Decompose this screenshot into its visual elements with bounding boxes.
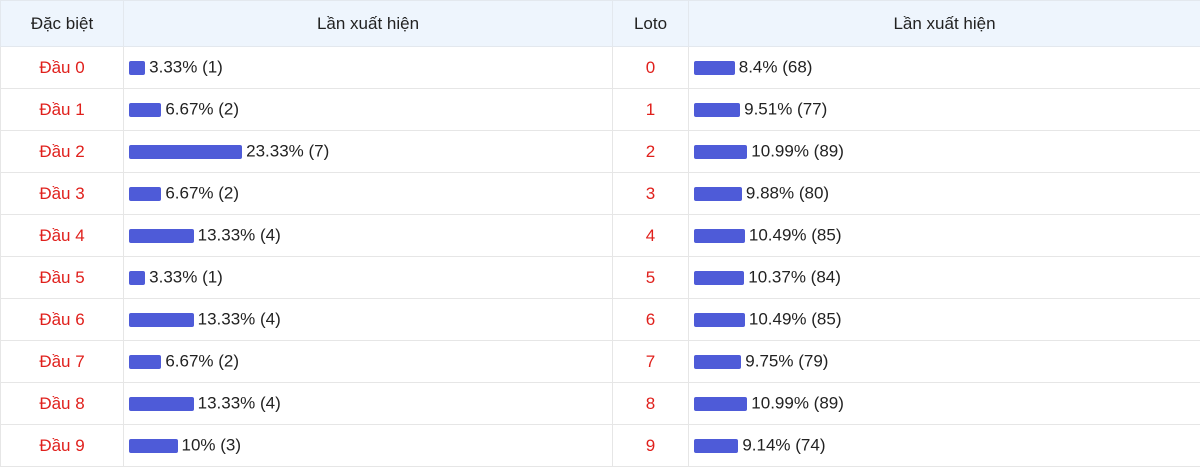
row-label: 5 [613, 257, 689, 299]
table-row: Đầu 0 3.33% (1) 0 8.4% (68) [1, 47, 1200, 89]
bar [129, 187, 161, 201]
table-row: Đầu 4 13.33% (4) 4 10.49% (85) [1, 215, 1200, 257]
value-text: 6.67% (2) [165, 184, 239, 203]
bar [694, 313, 745, 327]
row-label: Đầu 0 [1, 47, 124, 89]
value-text: 13.33% (4) [198, 226, 281, 245]
bar [694, 229, 745, 243]
value-cell: 23.33% (7) [124, 131, 613, 173]
row-label: 9 [613, 425, 689, 467]
row-label: Đầu 8 [1, 383, 124, 425]
row-label: 6 [613, 299, 689, 341]
row-label: Đầu 7 [1, 341, 124, 383]
value-cell: 10.49% (85) [689, 215, 1200, 257]
bar [129, 103, 161, 117]
value-cell: 6.67% (2) [124, 89, 613, 131]
row-label: 4 [613, 215, 689, 257]
value-text: 13.33% (4) [198, 310, 281, 329]
value-cell: 13.33% (4) [124, 215, 613, 257]
value-text: 6.67% (2) [165, 352, 239, 371]
value-cell: 6.67% (2) [124, 341, 613, 383]
value-text: 9.88% (80) [746, 184, 829, 203]
value-cell: 9.75% (79) [689, 341, 1200, 383]
bar [694, 271, 744, 285]
bar [694, 355, 741, 369]
value-text: 8.4% (68) [739, 58, 813, 77]
header-cell: Đặc biệt [1, 1, 124, 47]
bar [129, 271, 145, 285]
value-text: 23.33% (7) [246, 142, 329, 161]
row-label: 0 [613, 47, 689, 89]
value-text: 10.49% (85) [749, 310, 842, 329]
value-cell: 8.4% (68) [689, 47, 1200, 89]
value-text: 10.49% (85) [749, 226, 842, 245]
bar [129, 145, 242, 159]
value-cell: 9.51% (77) [689, 89, 1200, 131]
bar [694, 61, 735, 75]
value-text: 9.51% (77) [744, 100, 827, 119]
value-cell: 3.33% (1) [124, 47, 613, 89]
value-cell: 9.88% (80) [689, 173, 1200, 215]
bar [129, 355, 161, 369]
value-text: 10.99% (89) [751, 394, 844, 413]
value-cell: 9.14% (74) [689, 425, 1200, 467]
value-text: 6.67% (2) [165, 100, 239, 119]
value-text: 3.33% (1) [149, 268, 223, 287]
table-row: Đầu 2 23.33% (7) 2 10.99% (89) [1, 131, 1200, 173]
value-cell: 10.99% (89) [689, 383, 1200, 425]
value-cell: 13.33% (4) [124, 383, 613, 425]
value-cell: 6.67% (2) [124, 173, 613, 215]
value-cell: 13.33% (4) [124, 299, 613, 341]
table-row: Đầu 9 10% (3) 9 9.14% (74) [1, 425, 1200, 467]
bar [129, 439, 178, 453]
table-row: Đầu 1 6.67% (2) 1 9.51% (77) [1, 89, 1200, 131]
table-row: Đầu 6 13.33% (4) 6 10.49% (85) [1, 299, 1200, 341]
table-body: Đầu 0 3.33% (1) 0 8.4% (68) Đầu 1 6.67% (2) 1 9… [1, 47, 1200, 467]
row-label: Đầu 2 [1, 131, 124, 173]
header-row: Đặc biệt Lần xuất hiện Loto Lần xuất hiệ… [1, 1, 1200, 47]
header-cell: Lần xuất hiện [124, 1, 613, 47]
row-label: Đầu 9 [1, 425, 124, 467]
bar [694, 145, 747, 159]
row-label: Đầu 3 [1, 173, 124, 215]
value-text: 10% (3) [182, 436, 242, 455]
value-cell: 10% (3) [124, 425, 613, 467]
bar [129, 397, 194, 411]
bar [694, 439, 738, 453]
value-text: 3.33% (1) [149, 58, 223, 77]
bar [694, 103, 740, 117]
bar [129, 313, 194, 327]
bar [129, 229, 194, 243]
value-text: 10.99% (89) [751, 142, 844, 161]
table-row: Đầu 7 6.67% (2) 7 9.75% (79) [1, 341, 1200, 383]
row-label: 1 [613, 89, 689, 131]
value-text: 9.14% (74) [742, 436, 825, 455]
bar [129, 61, 145, 75]
row-label: 2 [613, 131, 689, 173]
table-row: Đầu 3 6.67% (2) 3 9.88% (80) [1, 173, 1200, 215]
row-label: 7 [613, 341, 689, 383]
row-label: Đầu 4 [1, 215, 124, 257]
value-cell: 10.37% (84) [689, 257, 1200, 299]
table-row: Đầu 5 3.33% (1) 5 10.37% (84) [1, 257, 1200, 299]
bar [694, 397, 747, 411]
header-cell: Loto [613, 1, 689, 47]
value-cell: 3.33% (1) [124, 257, 613, 299]
value-cell: 10.49% (85) [689, 299, 1200, 341]
value-text: 9.75% (79) [745, 352, 828, 371]
header-cell: Lần xuất hiện [689, 1, 1200, 47]
value-text: 10.37% (84) [748, 268, 841, 287]
row-label: Đầu 1 [1, 89, 124, 131]
row-label: Đầu 6 [1, 299, 124, 341]
bar [694, 187, 742, 201]
row-label: 3 [613, 173, 689, 215]
row-label: 8 [613, 383, 689, 425]
table-row: Đầu 8 13.33% (4) 8 10.99% (89) [1, 383, 1200, 425]
value-cell: 10.99% (89) [689, 131, 1200, 173]
value-text: 13.33% (4) [198, 394, 281, 413]
row-label: Đầu 5 [1, 257, 124, 299]
